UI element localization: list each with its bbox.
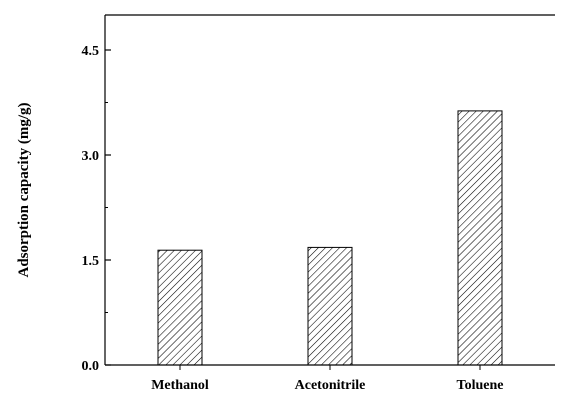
y-axis-title: Adsorption capacity (mg/g) xyxy=(16,103,32,278)
y-tick-label: 1.5 xyxy=(82,254,100,269)
y-tick-label: 0.0 xyxy=(82,359,100,374)
x-tick-label: Acetonitrile xyxy=(295,378,366,393)
bar-methanol xyxy=(157,249,203,366)
y-tick-label: 3.0 xyxy=(82,149,100,164)
bar-acetonitrile xyxy=(307,246,353,366)
x-tick-label: Methanol xyxy=(151,378,209,393)
bars-layer xyxy=(157,110,503,366)
bar-toluene xyxy=(457,110,503,366)
y-tick-label: 4.5 xyxy=(82,44,100,59)
x-tick-label: Toluene xyxy=(457,378,504,393)
ticks-layer: Methanol Acetonitrile Toluene 0.0 1.5 3.0 4.5 xyxy=(82,44,504,393)
